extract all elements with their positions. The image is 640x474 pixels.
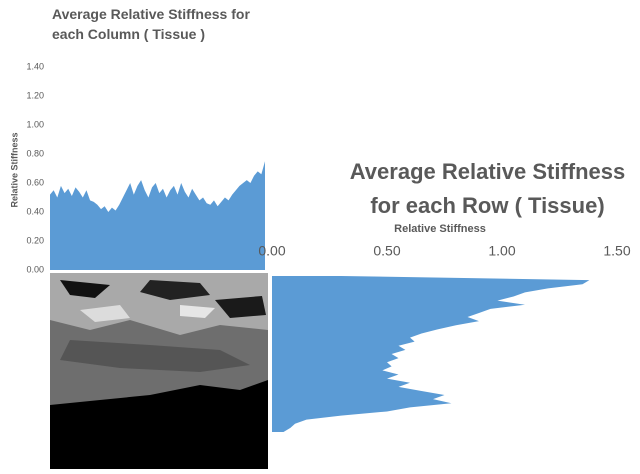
area bbox=[50, 161, 265, 270]
y-tick-label: 1.40 bbox=[26, 61, 44, 71]
tissue-image bbox=[50, 273, 268, 469]
y-tick-label: 0.80 bbox=[26, 148, 44, 158]
column-title: Average Relative Stiffness for each Colu… bbox=[52, 6, 250, 42]
area bbox=[272, 276, 590, 432]
y-tick-label: 0.40 bbox=[26, 206, 44, 216]
y-tick-label: 0.00 bbox=[26, 264, 44, 274]
y-tick-label: 0.20 bbox=[26, 235, 44, 245]
x-tick-label: 0.00 bbox=[258, 243, 285, 259]
y-tick-label: 1.00 bbox=[26, 119, 44, 129]
x-tick-label: 1.00 bbox=[488, 243, 515, 259]
row-title: Average Relative Stiffness for each Row … bbox=[349, 159, 626, 218]
y-axis-label: Relative Stiffness bbox=[9, 132, 19, 207]
y-tick-label: 1.20 bbox=[26, 90, 44, 100]
column-chart: 0.00 0.20 0.40 0.60 0.80 1.00 1.20 1.40 Relative… bbox=[9, 61, 265, 274]
x-tick-label: 0.50 bbox=[373, 243, 400, 259]
x-axis-label: Relative Stiffness bbox=[394, 223, 486, 235]
y-tick-label: 0.60 bbox=[26, 177, 44, 187]
x-tick-label: 1.50 bbox=[603, 243, 630, 259]
row-chart: 0.00 0.50 1.00 1.50 Relative Stiffness bbox=[258, 223, 631, 432]
